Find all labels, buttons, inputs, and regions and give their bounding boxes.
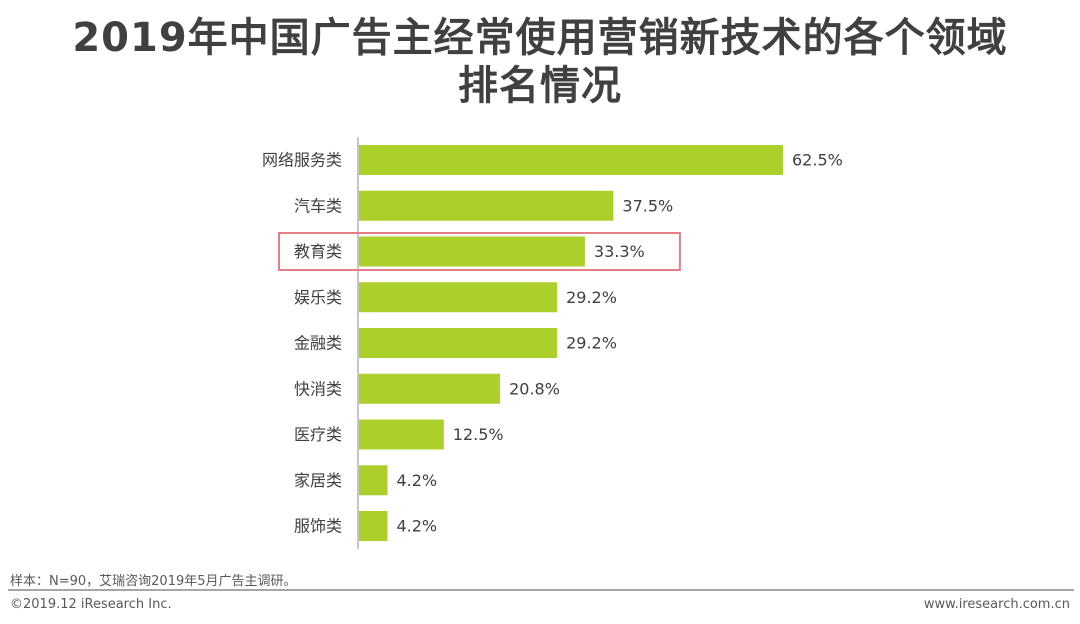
title-line-2: 排名情况 xyxy=(458,63,622,109)
category-label: 教育类 xyxy=(294,242,342,261)
value-label: 4.2% xyxy=(396,517,437,536)
bar xyxy=(359,282,558,313)
category-label: 医疗类 xyxy=(294,425,342,444)
value-label: 29.2% xyxy=(566,288,617,307)
footer-divider xyxy=(8,589,1074,591)
value-label: 33.3% xyxy=(594,242,645,261)
value-label: 12.5% xyxy=(453,425,504,444)
value-label: 62.5% xyxy=(792,151,843,170)
bar xyxy=(359,145,783,175)
page-title: 2019年中国广告主经常使用营销新技术的各个领域 排名情况 xyxy=(0,14,1080,110)
title-line-1: 2019年中国广告主经常使用营销新技术的各个领域 xyxy=(72,15,1008,61)
category-label: 家居类 xyxy=(294,471,342,490)
category-label: 娱乐类 xyxy=(294,288,342,307)
source-note: 样本：N=90，艾瑞咨询2019年5月广告主调研。 xyxy=(10,574,297,589)
bar xyxy=(359,419,444,450)
website-link[interactable]: www.iresearch.com.cn xyxy=(923,597,1070,612)
bar xyxy=(359,236,585,267)
bar xyxy=(359,373,501,404)
value-label: 29.2% xyxy=(566,334,617,353)
category-label: 网络服务类 xyxy=(262,151,342,170)
category-label: 金融类 xyxy=(294,334,342,353)
category-label: 汽车类 xyxy=(294,196,342,215)
highlight-box xyxy=(278,232,681,271)
bar xyxy=(359,190,614,221)
bar xyxy=(359,511,388,541)
bar xyxy=(359,465,388,496)
category-label: 快消类 xyxy=(294,379,342,398)
value-label: 4.2% xyxy=(396,471,437,490)
copyright-text: ©2019.12 iResearch Inc. xyxy=(10,597,172,612)
category-label: 服饰类 xyxy=(294,517,342,536)
bar xyxy=(359,328,558,358)
value-label: 37.5% xyxy=(622,196,673,215)
value-label: 20.8% xyxy=(509,379,560,398)
bar-chart: 网络服务类 62.5% 汽车类 37.5% 教育类 33.3% 娱乐类 29.2% 金融类 29.… xyxy=(262,137,843,549)
